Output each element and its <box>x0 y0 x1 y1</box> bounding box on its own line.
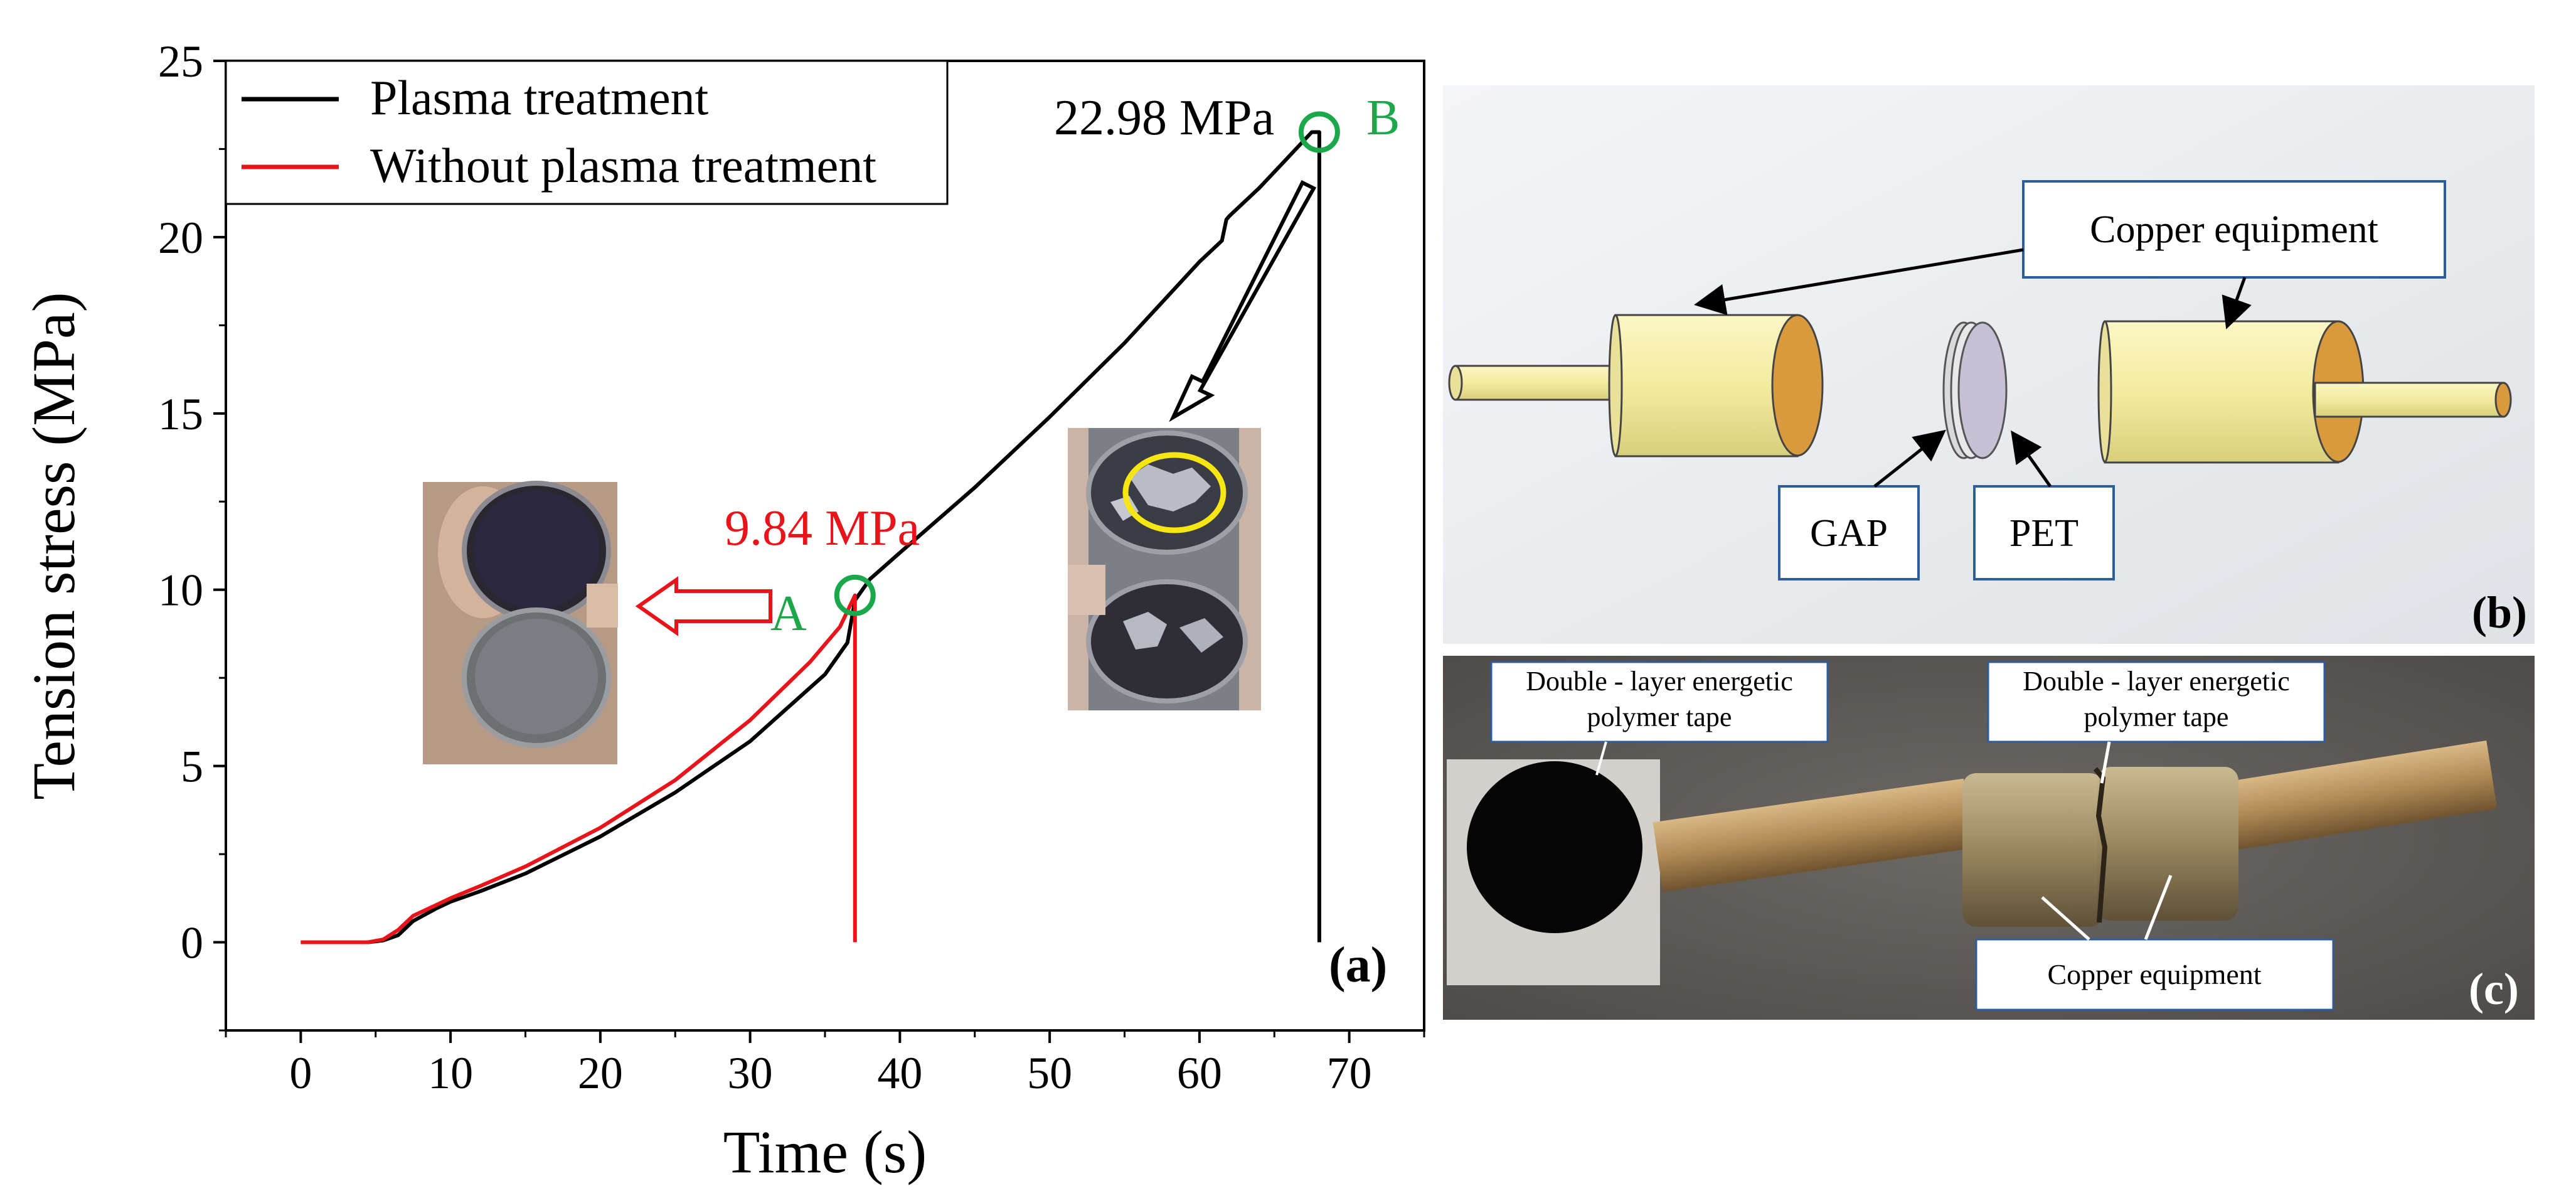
y-tick-label: 20 <box>158 213 203 263</box>
axis-ticks: 0 10 20 30 40 50 60 70 0 5 10 15 20 25 <box>158 36 1425 1098</box>
gap-label-box <box>1778 485 1920 580</box>
point-b-value-label: 22.98 MPa <box>1054 90 1274 146</box>
tape-label-left-line1: Double - layer energetic <box>1526 666 1793 697</box>
copper-label-box-c <box>1975 938 2334 1011</box>
series-layer <box>301 130 1321 944</box>
right-copper-cylinder <box>2097 320 2365 464</box>
tape-pointer-left <box>1595 741 1607 776</box>
tape-label-box-right <box>1987 661 2326 743</box>
copper-label-c: Copper equipment <box>2047 958 2261 990</box>
point-a-letter: A <box>770 586 807 641</box>
fracture-photo-without-plasma <box>423 481 618 764</box>
copper-label-b: Copper equipment <box>2090 208 2378 251</box>
red-hollow-arrow <box>635 576 772 636</box>
tape-label-right-line2: polymer tape <box>2084 702 2229 732</box>
panel-c-label: (c) <box>2469 964 2519 1014</box>
copper-pointer-c2 <box>2144 875 2173 940</box>
y-tick-label: 0 <box>181 918 203 968</box>
x-tick-label: 40 <box>877 1048 922 1098</box>
y-axis-label: Tension stress (MPa) <box>20 292 87 799</box>
panel-a-label: (a) <box>1329 938 1387 993</box>
legend-label-plasma: Plasma treatment <box>370 70 709 125</box>
black-hollow-arrow <box>1169 179 1317 422</box>
gap-pointer <box>1873 429 1946 488</box>
tape-label-box-left <box>1490 661 1829 743</box>
x-tick-label: 30 <box>728 1048 773 1098</box>
pet-pointer <box>2011 430 2052 488</box>
gap-label: GAP <box>1810 512 1888 555</box>
panel-c-photo: Double - layer energetic polymer tape Do… <box>1443 656 2535 1020</box>
copper-label-box-b <box>2022 180 2446 279</box>
fracture-photo-plasma <box>1068 428 1261 710</box>
y-tick-label: 15 <box>158 389 203 439</box>
copper-pointer-right <box>2222 277 2252 329</box>
gap-pet-discs <box>1942 321 2008 459</box>
tape-label-right-line1: Double - layer energetic <box>2023 666 2290 697</box>
panel-b-label: (b) <box>2472 587 2527 638</box>
pet-label-box <box>1973 485 2115 580</box>
x-tick-label: 20 <box>578 1048 623 1098</box>
legend-label-no-plasma: Without plasma treatment <box>370 138 876 193</box>
panel-a-chart: 0 10 20 30 40 50 60 70 0 5 10 15 20 25 Time (s) Tensi… <box>20 36 1425 1185</box>
x-axis-label: Time (s) <box>723 1118 927 1185</box>
tape-label-left-line2: polymer tape <box>1587 702 1732 732</box>
y-tick-label: 25 <box>158 36 203 87</box>
copper-pointer-c1 <box>2041 896 2090 941</box>
copper-pointer-left <box>1694 248 2024 316</box>
x-tick-label: 50 <box>1027 1048 1072 1098</box>
x-tick-label: 70 <box>1327 1048 1372 1098</box>
y-tick-label: 10 <box>158 565 203 616</box>
y-tick-label: 5 <box>181 742 203 792</box>
point-b-marker <box>1298 111 1340 153</box>
panel-b-diagram: Copper equipment GAP PET (b) <box>1443 85 2535 644</box>
left-copper-cylinder <box>1608 314 1824 457</box>
series-line-1 <box>301 593 857 944</box>
legend: Plasma treatment Without plasma treatmen… <box>225 60 949 205</box>
specimen-photo <box>1653 741 2498 927</box>
tape-sample-disc <box>1467 761 1642 933</box>
tape-pointer-right <box>2100 741 2111 784</box>
x-tick-label: 10 <box>428 1048 473 1098</box>
x-tick-label: 0 <box>289 1048 312 1098</box>
point-a-marker <box>834 574 876 616</box>
point-b-letter: B <box>1366 90 1400 146</box>
pet-label: PET <box>2009 512 2078 555</box>
x-tick-label: 60 <box>1177 1048 1222 1098</box>
legend-box <box>225 60 949 205</box>
point-a-value-label: 9.84 MPa <box>725 501 920 556</box>
